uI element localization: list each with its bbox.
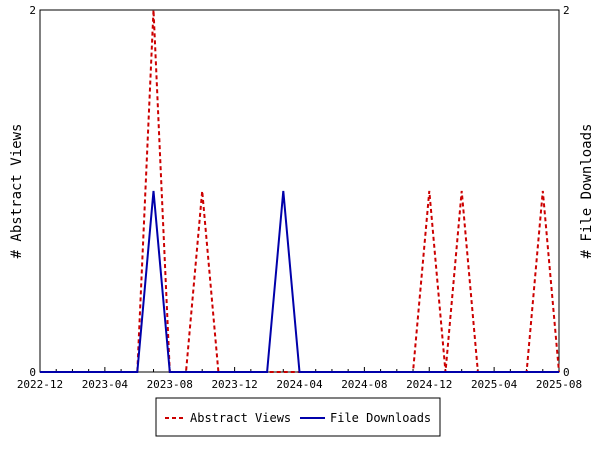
x-tick-label: 2025-08 [536,378,582,391]
x-tick-label: 2023-04 [82,378,129,391]
plot-area [39,9,560,373]
x-tick-label: 2024-12 [406,378,452,391]
x-tick-label: 2024-08 [341,378,387,391]
series-layer [40,9,560,373]
legend-label-file-downloads: File Downloads [330,411,431,425]
legend-box [155,397,441,437]
x-tick-label: 2025-04 [471,378,518,391]
x-tick-label: 2022-12 [17,378,63,391]
x-tick-label: 2024-04 [276,378,323,391]
y-axis-title: # Abstract Views [9,124,25,259]
y-tick-label: 2 [29,4,36,17]
legend-label-abstract-views: Abstract Views [190,411,291,425]
x-tick-label: 2023-12 [211,378,257,391]
legend: Abstract Views File Downloads [155,397,441,437]
y2-tick-label: 0 [563,366,570,379]
x-axis-ticks: 2022-12 2023-04 2023-08 2023-12 2024-04 2024-… [17,367,582,391]
y2-axis-title: # File Downloads [579,124,595,259]
x-tick-label: 2023-08 [147,378,193,391]
y2-tick-label: 2 [563,4,570,17]
y-tick-label: 0 [29,366,36,379]
series-line-file-downloads [40,190,559,373]
